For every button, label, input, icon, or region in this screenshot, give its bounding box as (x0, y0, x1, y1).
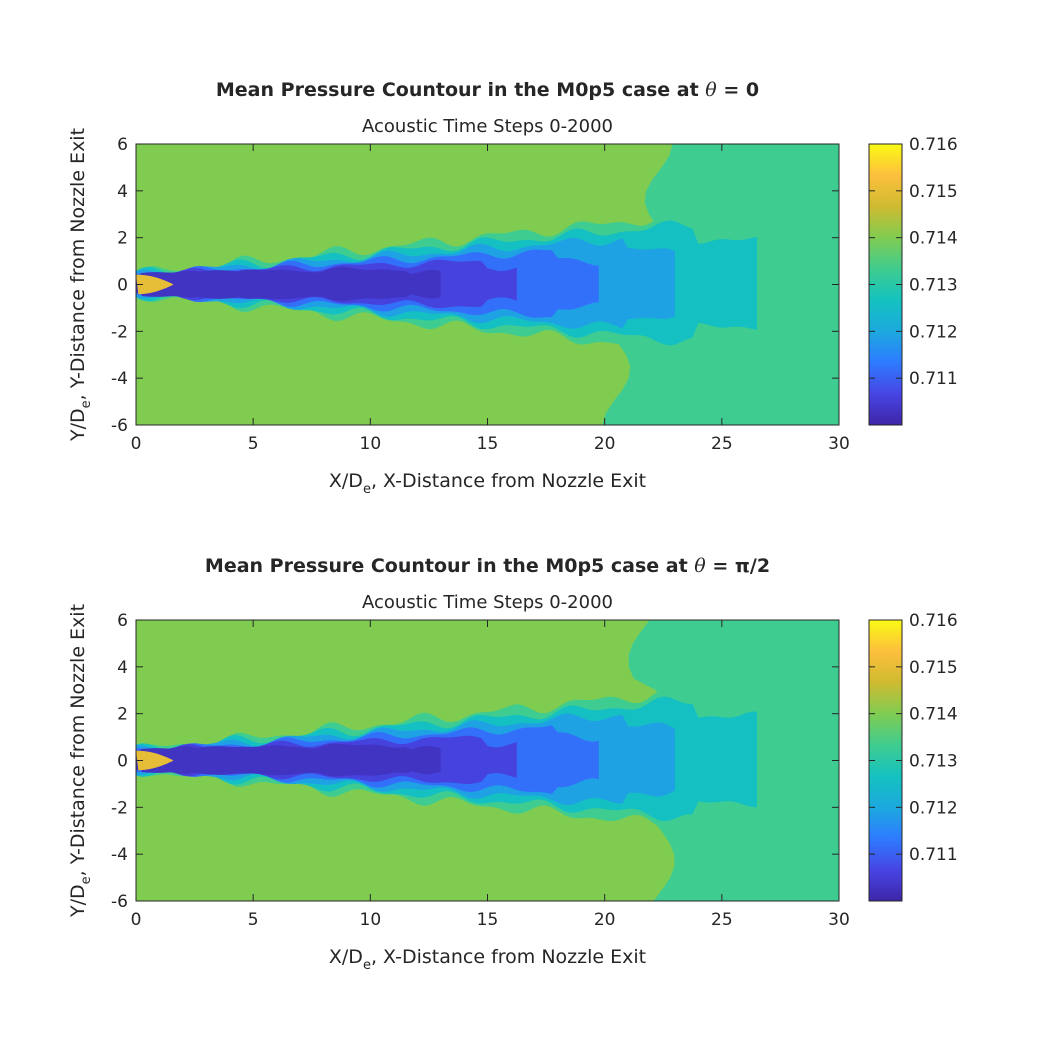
colorbar-tick-label: 0.714 (909, 705, 958, 725)
x-tick-label: 25 (711, 434, 733, 454)
chart-title: Mean Pressure Countour in the M0p5 case … (205, 555, 770, 577)
x-tick-label: 25 (711, 910, 733, 930)
y-tick-label: 0 (117, 276, 128, 296)
x-tick-label: 5 (248, 910, 259, 930)
shear-layer-minimum (140, 283, 441, 300)
x-tick-label: 30 (828, 434, 850, 454)
chart-subtitle: Acoustic Time Steps 0-2000 (362, 116, 613, 137)
x-tick-label: 15 (477, 910, 499, 930)
colorbar-tick-label: 0.711 (909, 845, 958, 865)
y-tick-label: -4 (111, 369, 128, 389)
x-tick-label: 10 (360, 434, 382, 454)
y-tick-label: 2 (117, 705, 128, 725)
colorbar-tick-label: 0.715 (909, 658, 958, 678)
shear-layer-minimum (140, 745, 441, 762)
x-tick-label: 0 (131, 434, 142, 454)
shear-layer-minimum (140, 269, 441, 286)
y-tick-label: -6 (111, 892, 128, 912)
potential-core (136, 750, 174, 771)
potential-core (136, 274, 174, 295)
y-tick-label: -2 (111, 798, 128, 818)
chart-title: Mean Pressure Countour in the M0p5 case … (216, 79, 759, 101)
x-axis-label: X/De, X-Distance from Nozzle Exit (329, 470, 646, 497)
y-tick-label: -4 (111, 845, 128, 865)
x-tick-label: 5 (248, 434, 259, 454)
x-tick-label: 20 (594, 910, 616, 930)
y-tick-label: 4 (117, 658, 128, 678)
colorbar-tick-label: 0.712 (909, 322, 958, 342)
colorbar-tick-label: 0.713 (909, 276, 958, 296)
colorbar-tick-label: 0.714 (909, 229, 958, 249)
y-axis-label: Y/De, Y-Distance from Nozzle Exit (67, 128, 94, 442)
y-tick-label: 0 (117, 752, 128, 772)
colorbar-tick-label: 0.716 (909, 611, 958, 631)
contour-plot-1: 0 5 10 15 20 25 30 -6 -4 -2 0 2 4 6 Mean Pressure Coun… (67, 79, 958, 497)
contour-plot-2: 0 5 10 15 20 25 30 -6 -4 -2 0 2 4 6 Mean Pressure Coun… (67, 555, 958, 973)
x-tick-label: 20 (594, 434, 616, 454)
y-tick-label: 6 (117, 611, 128, 631)
colorbar-tick-label: 0.713 (909, 752, 958, 772)
y-axis-label: Y/De, Y-Distance from Nozzle Exit (67, 604, 94, 918)
x-axis-label: X/De, X-Distance from Nozzle Exit (329, 946, 646, 973)
colorbar-tick-label: 0.715 (909, 182, 958, 202)
colorbar: 0.711 0.712 0.713 0.714 0.715 0.716 (868, 611, 958, 902)
x-tick-label: 30 (828, 910, 850, 930)
colorbar-tick-label: 0.716 (909, 135, 958, 155)
y-tick-label: 4 (117, 182, 128, 202)
x-tick-label: 10 (360, 910, 382, 930)
colorbar: 0.711 0.712 0.713 0.714 0.715 0.716 (868, 135, 958, 426)
chart-subtitle: Acoustic Time Steps 0-2000 (362, 592, 613, 613)
x-tick-label: 0 (131, 910, 142, 930)
shear-layer-minimum (140, 759, 441, 776)
colorbar-tick-label: 0.712 (909, 798, 958, 818)
colorbar-tick-label: 0.711 (909, 369, 958, 389)
y-tick-label: 2 (117, 229, 128, 249)
y-tick-label: -6 (111, 416, 128, 436)
pressure-field (136, 144, 839, 425)
y-tick-label: 6 (117, 135, 128, 155)
x-tick-label: 15 (477, 434, 499, 454)
pressure-field (136, 620, 839, 901)
y-tick-label: -2 (111, 322, 128, 342)
